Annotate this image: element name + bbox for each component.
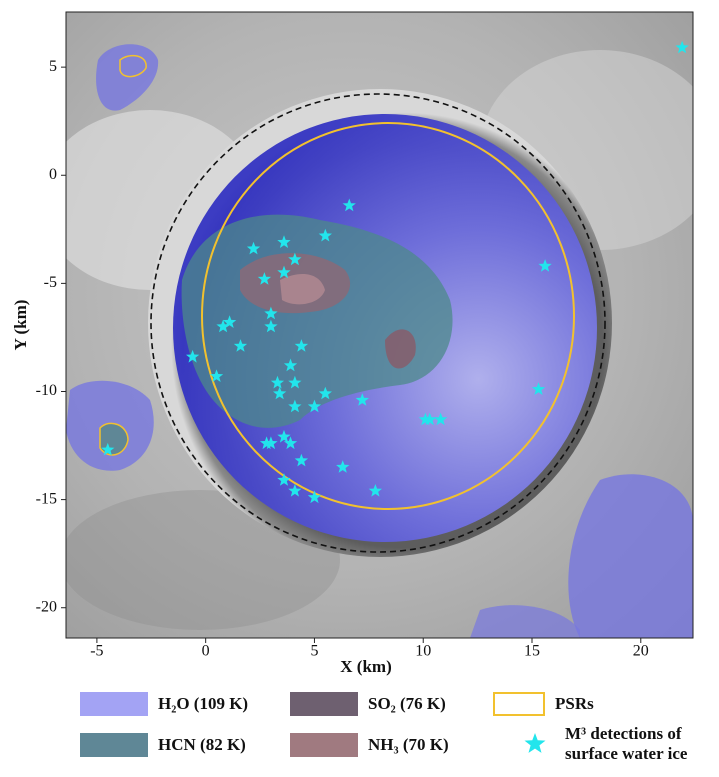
legend-item: SO₂ (76 K): [290, 692, 446, 716]
x-tick-label: 20: [633, 643, 649, 660]
legend-label: SO₂ (76 K): [368, 694, 446, 713]
legend-label: H₂O (109 K): [158, 694, 249, 713]
ice-detection-star: [288, 484, 302, 497]
ice-detection-star: [283, 358, 298, 372]
ice-detection-star: [186, 349, 200, 363]
ice-detection-star: [277, 235, 291, 248]
ice-detection-star: [264, 436, 278, 450]
ice-detection-star: [216, 319, 230, 333]
ice-detection-star: [336, 460, 350, 473]
ice-detection-star: [264, 319, 278, 333]
legend-item: H₂O (109 K): [80, 692, 248, 716]
ice-detection-star: [318, 386, 332, 400]
ice-detection-star: [423, 412, 437, 426]
ice-detection-star: [434, 412, 448, 426]
legend-swatch: [80, 692, 148, 716]
x-tick-label: -5: [90, 643, 103, 660]
ice-detection-star: [257, 272, 272, 285]
y-tick-label: 5: [49, 58, 57, 75]
ice-detection-star: [307, 399, 322, 413]
ice-detection-star: [246, 241, 261, 255]
ice-detection-star: [675, 40, 689, 54]
ice-detection-star: [538, 259, 552, 272]
y-tick-label: 0: [49, 166, 57, 183]
plot-frame: [65, 11, 694, 639]
ice-detection-star: [531, 382, 546, 395]
legend-star: [524, 733, 546, 753]
y-tick-label: -15: [36, 490, 57, 507]
ice-detection-star: [318, 228, 332, 242]
legend-swatch: [290, 692, 358, 716]
legend-item: NH₃ (70 K): [290, 733, 449, 757]
legend-swatch: [493, 692, 545, 716]
ice-detection-star: [368, 484, 382, 497]
legend-item: HCN (82 K): [80, 733, 246, 757]
x-axis-label: X (km): [340, 657, 391, 676]
map-chart: X (km) Y (km) -5 0 5 10 15 20 5 0 -5 -10 -15 -20: [11, 11, 694, 676]
legend-swatch: [290, 733, 358, 757]
ice-detection-star: [307, 490, 322, 504]
ice-detection-star: [233, 339, 248, 352]
x-tick-label: 15: [524, 643, 540, 660]
ice-detection-star: [355, 393, 369, 406]
ice-detection-star: [209, 369, 224, 382]
ice-detection-star: [277, 265, 291, 279]
ice-detection-star: [270, 375, 285, 389]
ice-detection-star: [288, 375, 302, 389]
ice-detection-star: [294, 453, 309, 467]
y-tick-label: -5: [44, 274, 57, 291]
x-tick-label: 0: [202, 643, 210, 660]
ice-detection-star: [222, 315, 237, 328]
map-background: [66, 12, 693, 638]
legend-item: M³ detections of surface water ice: [515, 724, 719, 764]
legend-swatch: [80, 733, 148, 757]
legend-label: HCN (82 K): [158, 735, 246, 754]
y-tick-label: -10: [36, 382, 57, 399]
y-axis-label: Y (km): [11, 300, 30, 351]
ice-detection-star: [264, 306, 278, 320]
ice-detection-star: [288, 252, 302, 266]
ice-detection-star: [342, 198, 356, 212]
ice-detection-star: [288, 399, 302, 413]
y-tick-label: -20: [36, 598, 57, 615]
ice-detection-star: [101, 442, 115, 456]
x-tick-label: 10: [415, 643, 431, 660]
legend-item: PSRs: [493, 692, 594, 716]
x-tick-label: 5: [310, 643, 318, 660]
ice-detection-star: [273, 386, 287, 400]
legend-label: M³ detections of surface water ice: [565, 724, 688, 763]
ice-detection-star: [277, 473, 291, 486]
legend-label: PSRs: [555, 694, 594, 713]
ice-detection-star: [294, 339, 309, 352]
ice-detection-star: [277, 429, 291, 443]
legend-swatch: [524, 733, 546, 753]
ice-detection-star: [283, 436, 298, 450]
legend-label: NH₃ (70 K): [368, 735, 449, 754]
